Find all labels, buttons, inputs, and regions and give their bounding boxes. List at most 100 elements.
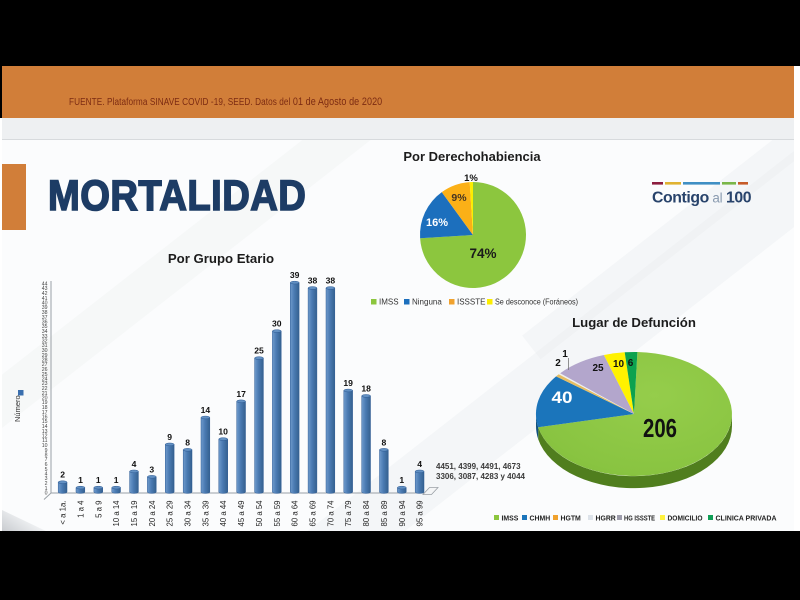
svg-text:25: 25 [592, 363, 604, 374]
svg-text:1: 1 [45, 486, 48, 492]
svg-text:45 a 49: 45 a 49 [237, 501, 246, 527]
svg-text:6: 6 [45, 462, 48, 468]
svg-text:90 a 94: 90 a 94 [398, 500, 407, 527]
svg-text:39: 39 [42, 305, 48, 311]
svg-text:IMSS: IMSS [379, 298, 399, 307]
svg-text:4: 4 [45, 472, 48, 478]
svg-text:50 a 54: 50 a 54 [255, 500, 264, 527]
svg-text:0: 0 [45, 491, 48, 497]
svg-text:Lugar de Defunción: Lugar de Defunción [572, 315, 696, 330]
svg-text:35 a 39: 35 a 39 [201, 501, 210, 527]
svg-text:206: 206 [643, 413, 677, 443]
svg-text:55 a 59: 55 a 59 [273, 501, 282, 527]
svg-text:80 a 84: 80 a 84 [362, 500, 371, 527]
svg-text:4451, 4399, 4491, 4673: 4451, 4399, 4491, 4673 [436, 462, 521, 471]
svg-text:Se desconoce (Foráneos): Se desconoce (Foráneos) [495, 298, 578, 307]
svg-text:5 a 9: 5 a 9 [94, 501, 103, 518]
svg-text:16%: 16% [426, 217, 448, 229]
svg-text:ISSSTE: ISSSTE [457, 298, 485, 307]
svg-text:70 a 74: 70 a 74 [326, 500, 335, 527]
svg-text:25 a 29: 25 a 29 [166, 501, 175, 527]
svg-text:HG ISSSTE: HG ISSSTE [624, 516, 655, 523]
svg-text:17: 17 [236, 389, 246, 399]
svg-text:1: 1 [114, 475, 119, 485]
svg-text:74%: 74% [469, 246, 496, 261]
svg-text:21: 21 [42, 391, 48, 397]
svg-text:27: 27 [42, 362, 48, 368]
svg-text:2: 2 [60, 470, 65, 480]
svg-text:DOMICILIO: DOMICILIO [668, 516, 704, 523]
svg-text:Por Derechohabiencia: Por Derechohabiencia [403, 149, 541, 164]
svg-text:10: 10 [218, 427, 228, 437]
svg-text:4: 4 [417, 459, 422, 469]
svg-text:11: 11 [42, 438, 47, 444]
svg-text:Contigo al 100: Contigo al 100 [652, 190, 752, 207]
svg-text:9%: 9% [451, 192, 467, 204]
svg-text:30: 30 [42, 348, 48, 354]
svg-text:23: 23 [42, 381, 48, 387]
svg-text:18: 18 [361, 383, 371, 393]
svg-text:Número: Número [13, 395, 22, 422]
svg-text:3: 3 [149, 464, 154, 474]
svg-text:20 a 24: 20 a 24 [148, 500, 157, 527]
svg-text:40: 40 [552, 388, 573, 407]
svg-text:Por Grupo Etario: Por Grupo Etario [168, 251, 274, 266]
svg-text:95 a 99: 95 a 99 [416, 501, 425, 527]
svg-text:8: 8 [382, 437, 387, 447]
svg-text:9: 9 [45, 448, 48, 454]
svg-text:14: 14 [201, 405, 211, 415]
svg-text:28: 28 [42, 358, 48, 364]
svg-text:40 a 44: 40 a 44 [219, 500, 228, 527]
svg-text:38: 38 [42, 310, 48, 316]
svg-text:2: 2 [45, 481, 48, 487]
svg-text:41: 41 [42, 296, 48, 302]
svg-text:42: 42 [42, 291, 48, 297]
svg-text:19: 19 [42, 400, 48, 406]
svg-text:33: 33 [42, 334, 48, 340]
svg-text:3: 3 [45, 476, 48, 482]
svg-text:20: 20 [42, 396, 48, 402]
svg-text:36: 36 [42, 320, 48, 326]
svg-text:65 a 69: 65 a 69 [309, 501, 318, 527]
svg-text:1%: 1% [464, 173, 478, 184]
svg-text:13: 13 [42, 429, 48, 435]
svg-text:14: 14 [42, 424, 48, 430]
svg-text:1: 1 [96, 475, 101, 485]
svg-text:85 a 89: 85 a 89 [380, 501, 389, 527]
svg-text:30 a 34: 30 a 34 [184, 500, 193, 527]
svg-text:7: 7 [45, 457, 48, 463]
svg-text:30: 30 [272, 319, 282, 329]
svg-text:15: 15 [42, 419, 48, 425]
svg-text:6: 6 [628, 358, 634, 369]
svg-text:15 a 19: 15 a 19 [130, 501, 139, 527]
svg-text:25: 25 [42, 372, 48, 378]
svg-text:8: 8 [185, 437, 190, 447]
svg-text:HGRR: HGRR [596, 516, 616, 523]
svg-text:1 a 4: 1 a 4 [77, 500, 86, 518]
svg-text:CLINICA PRIVADA: CLINICA PRIVADA [716, 516, 777, 523]
svg-text:16: 16 [42, 415, 48, 421]
svg-text:9: 9 [167, 432, 172, 442]
svg-text:10: 10 [613, 359, 625, 370]
svg-text:17: 17 [42, 410, 48, 416]
svg-text:CHMH: CHMH [530, 516, 551, 523]
svg-text:10 a 14: 10 a 14 [112, 500, 121, 527]
svg-text:Ninguna: Ninguna [412, 298, 442, 307]
svg-text:1: 1 [78, 475, 83, 485]
svg-text:12: 12 [42, 434, 48, 440]
svg-text:8: 8 [45, 453, 48, 459]
svg-text:44: 44 [42, 282, 48, 288]
svg-text:5: 5 [45, 467, 48, 473]
svg-text:< a 1a.: < a 1a. [59, 501, 68, 525]
svg-text:75 a 79: 75 a 79 [344, 501, 353, 527]
svg-text:22: 22 [42, 386, 48, 392]
svg-text:2: 2 [555, 358, 561, 369]
svg-text:32: 32 [42, 339, 48, 345]
svg-text:39: 39 [290, 270, 300, 280]
svg-text:31: 31 [42, 343, 48, 349]
svg-text:29: 29 [42, 353, 48, 359]
svg-text:38: 38 [308, 276, 318, 286]
svg-text:25: 25 [254, 346, 264, 356]
svg-text:IMSS: IMSS [502, 516, 519, 523]
svg-text:4: 4 [132, 459, 137, 469]
